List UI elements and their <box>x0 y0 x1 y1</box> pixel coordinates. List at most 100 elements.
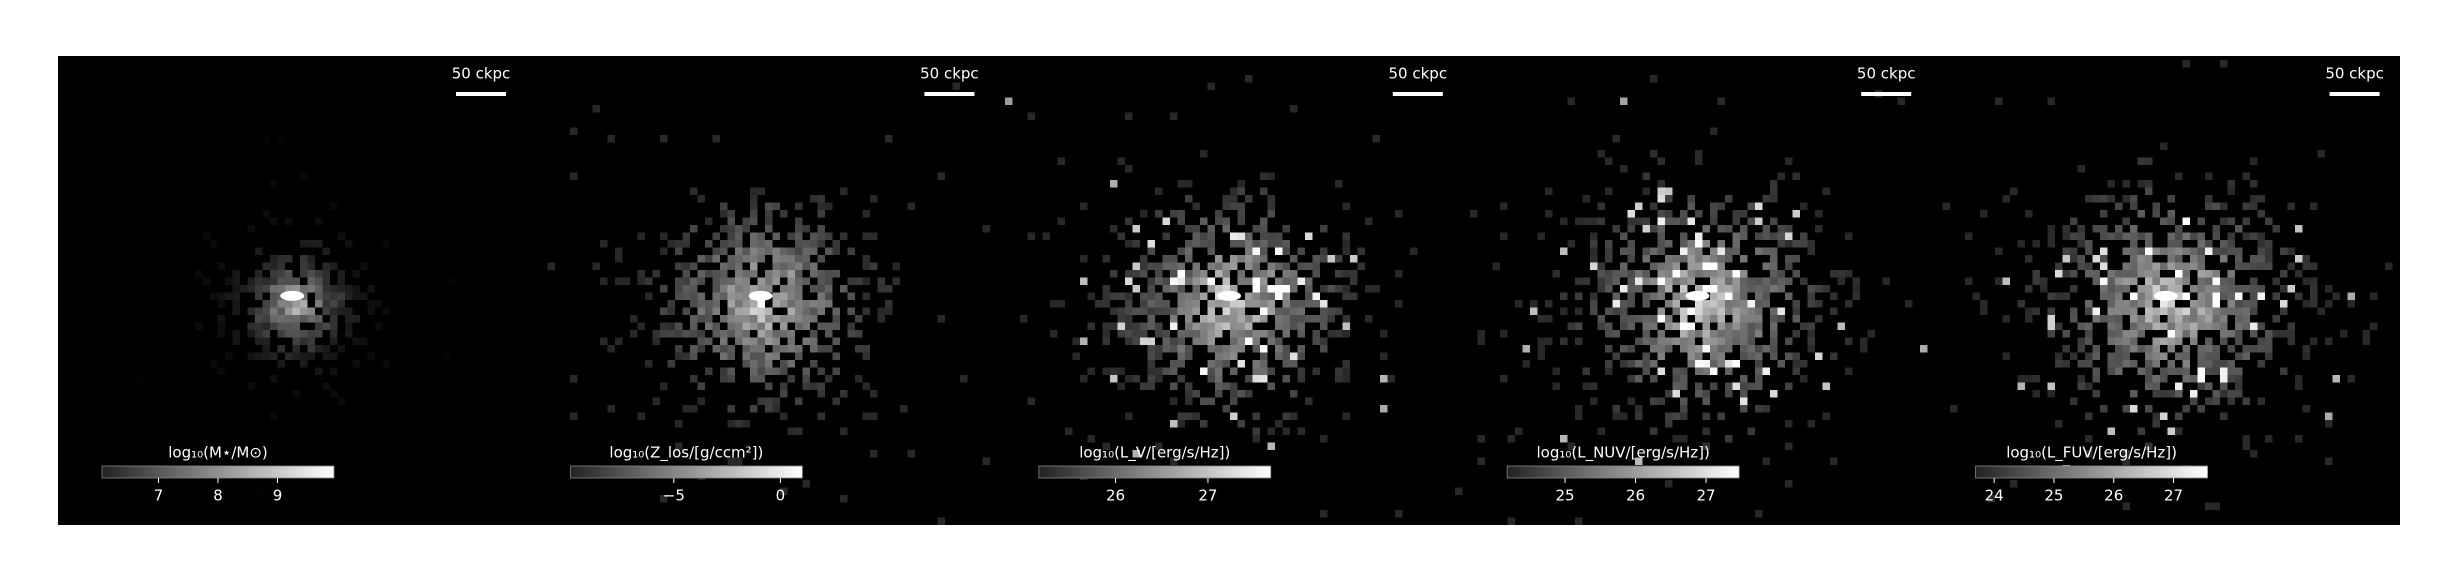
colorbar-tick-label: 0 <box>776 487 786 505</box>
pixel <box>2212 390 2220 398</box>
pixel <box>2235 375 2243 383</box>
pixel <box>337 292 345 300</box>
pixel <box>1192 225 1200 233</box>
pixel <box>1057 157 1065 165</box>
pixel <box>2122 195 2130 203</box>
pixel <box>1170 307 1178 315</box>
pixel <box>2152 345 2160 353</box>
pixel <box>2182 270 2190 278</box>
pixel <box>352 315 360 323</box>
pixel <box>825 202 833 210</box>
pixel <box>1237 270 1245 278</box>
pixel <box>472 405 480 413</box>
pixel <box>2167 360 2175 368</box>
pixel <box>2062 345 2070 353</box>
pixel <box>1320 345 1328 353</box>
pixel <box>1162 285 1170 293</box>
pixel <box>772 232 780 240</box>
pixel <box>2085 360 2093 368</box>
pixel <box>1680 367 1688 375</box>
pixel <box>690 315 698 323</box>
pixel <box>735 322 743 330</box>
pixel <box>1192 270 1200 278</box>
pixel <box>1710 345 1718 353</box>
pixel <box>1222 405 1230 413</box>
pixel <box>1545 210 1553 218</box>
pixel <box>1642 337 1650 345</box>
pixel <box>1260 247 1268 255</box>
pixel <box>2092 195 2100 203</box>
pixel <box>1170 457 1178 465</box>
pixel <box>337 397 345 405</box>
pixel <box>1477 435 1485 443</box>
pixel <box>1695 232 1703 240</box>
pixel <box>1275 420 1283 428</box>
pixel <box>1755 352 1763 360</box>
pixel <box>1492 262 1500 270</box>
pixel <box>787 270 795 278</box>
pixel <box>217 315 225 323</box>
pixel <box>847 277 855 285</box>
pixel <box>1215 270 1223 278</box>
pixel <box>2265 345 2273 353</box>
pixel <box>1230 300 1238 308</box>
pixel <box>742 217 750 225</box>
pixel <box>315 217 323 225</box>
pixel <box>300 330 308 338</box>
pixel <box>1290 315 1298 323</box>
pixel <box>2025 375 2033 383</box>
pixel <box>682 270 690 278</box>
pixel <box>1635 360 1643 368</box>
pixel <box>2130 300 2138 308</box>
pixel <box>255 270 263 278</box>
pixel <box>1252 247 1260 255</box>
pixel <box>1605 277 1613 285</box>
pixel <box>1065 427 1073 435</box>
pixel <box>1762 195 1770 203</box>
pixel <box>885 307 893 315</box>
pixel <box>2205 277 2213 285</box>
pixel <box>2190 300 2198 308</box>
pixel <box>2077 322 2085 330</box>
pixel <box>1335 255 1343 263</box>
pixel <box>2122 300 2130 308</box>
pixel <box>1642 367 1650 375</box>
pixel <box>2122 502 2130 510</box>
pixel <box>847 330 855 338</box>
pixel <box>1710 367 1718 375</box>
pixel <box>1275 315 1283 323</box>
pixel <box>712 292 720 300</box>
pixel <box>1590 255 1598 263</box>
pixel <box>1695 382 1703 390</box>
pixel <box>772 345 780 353</box>
pixel <box>300 262 308 270</box>
pixel <box>570 172 578 180</box>
pixel <box>817 382 825 390</box>
pixel <box>2190 315 2198 323</box>
pixel <box>2130 322 2138 330</box>
pixel <box>840 187 848 195</box>
scale-bar <box>1392 92 1443 96</box>
pixel <box>2167 210 2175 218</box>
pixel <box>832 337 840 345</box>
pixel <box>1717 322 1725 330</box>
pixel <box>2287 202 2295 210</box>
pixel <box>832 397 840 405</box>
pixel <box>1747 345 1755 353</box>
pixel <box>1672 337 1680 345</box>
pixel <box>1200 292 1208 300</box>
pixel <box>2160 262 2168 270</box>
pixel <box>1500 202 1508 210</box>
pixel <box>1170 397 1178 405</box>
pixel <box>1642 172 1650 180</box>
pixel <box>2145 382 2153 390</box>
pixel <box>2347 292 2355 300</box>
pixel <box>1237 330 1245 338</box>
pixel <box>270 262 278 270</box>
pixel <box>322 247 330 255</box>
pixel <box>2167 337 2175 345</box>
pixel <box>1665 210 1673 218</box>
pixel <box>2190 307 2198 315</box>
pixel <box>2017 300 2025 308</box>
pixel <box>1245 247 1253 255</box>
